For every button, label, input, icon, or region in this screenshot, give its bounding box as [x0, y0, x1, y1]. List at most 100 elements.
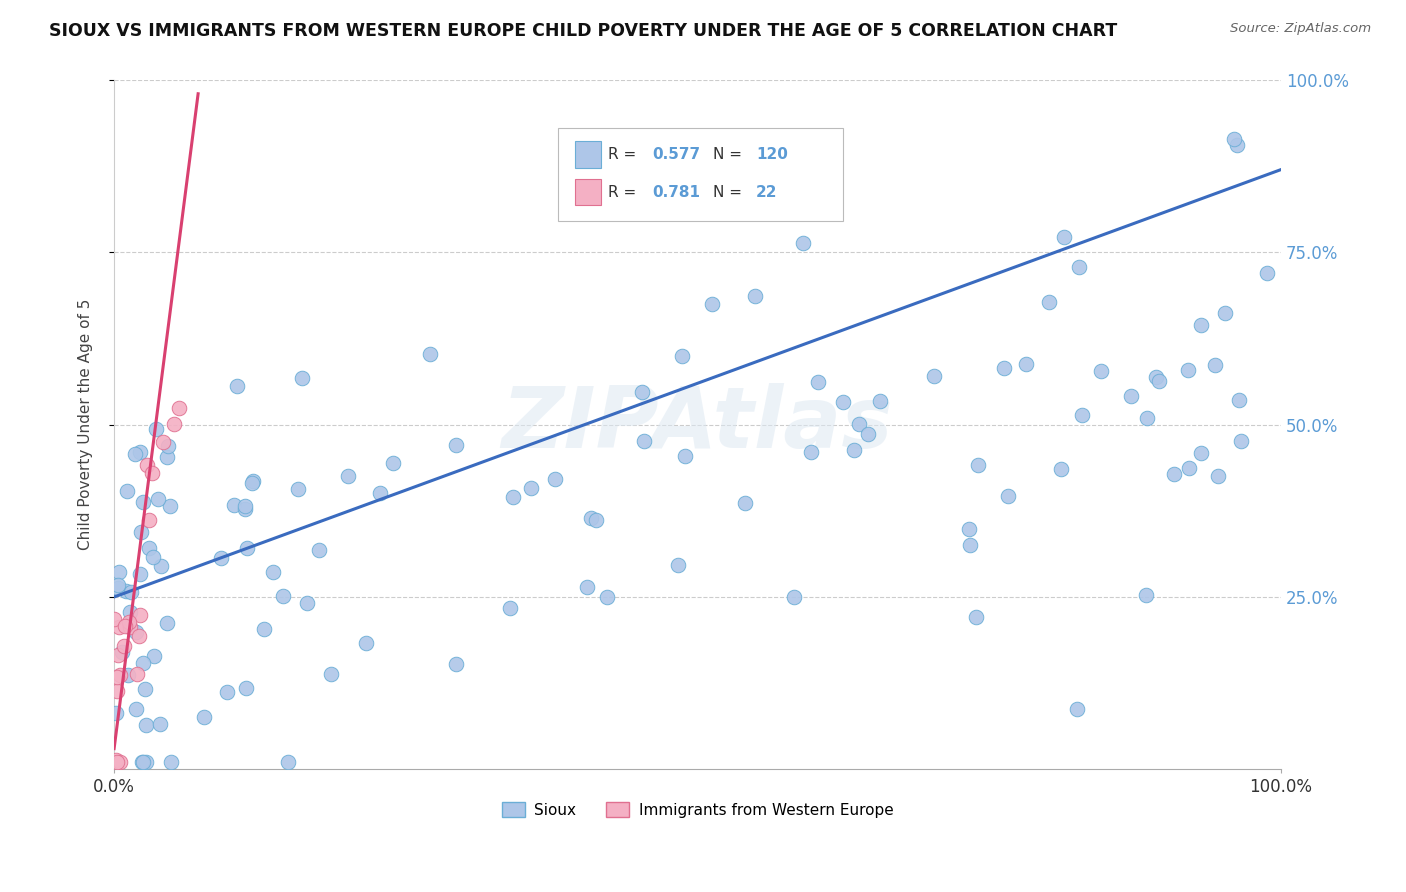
Point — [117, 668, 139, 682]
Point — [105, 670, 128, 684]
Point — [146, 491, 169, 506]
Text: 0.781: 0.781 — [652, 185, 700, 200]
Point — [163, 417, 186, 432]
Point — [1090, 364, 1112, 378]
Point — [520, 481, 543, 495]
Y-axis label: Child Poverty Under the Age of 5: Child Poverty Under the Age of 5 — [79, 299, 93, 550]
Point — [1136, 411, 1159, 425]
Point — [138, 513, 160, 527]
Point — [156, 450, 179, 465]
Point — [131, 525, 153, 540]
Point — [831, 394, 853, 409]
Point — [744, 289, 766, 303]
Point — [666, 558, 689, 573]
Point — [1227, 392, 1250, 407]
Point — [319, 667, 342, 681]
Point — [997, 489, 1019, 503]
Point — [276, 756, 298, 770]
Point — [112, 639, 135, 653]
Point — [631, 385, 654, 400]
Point — [1213, 306, 1236, 320]
Text: 120: 120 — [756, 147, 787, 162]
Point — [224, 498, 246, 512]
Point — [145, 422, 167, 436]
Point — [419, 347, 441, 361]
Point — [959, 538, 981, 552]
Point — [242, 474, 264, 488]
Point — [120, 584, 142, 599]
Point — [585, 513, 607, 527]
FancyBboxPatch shape — [575, 141, 600, 168]
Point — [111, 645, 134, 659]
Point — [134, 682, 156, 697]
Point — [1135, 588, 1157, 602]
Point — [149, 717, 172, 731]
Point — [129, 566, 152, 581]
Point — [700, 296, 723, 310]
Point — [633, 434, 655, 448]
Point — [236, 541, 259, 556]
Text: 0.577: 0.577 — [652, 147, 700, 162]
Point — [444, 657, 467, 672]
Point — [1015, 357, 1038, 371]
Point — [1144, 370, 1167, 384]
Point — [193, 710, 215, 724]
Point — [792, 235, 814, 250]
Point — [1049, 462, 1071, 476]
Point — [734, 496, 756, 510]
Point — [844, 442, 866, 457]
Point — [235, 681, 257, 696]
Point — [1206, 469, 1229, 483]
FancyBboxPatch shape — [575, 179, 600, 205]
Point — [104, 706, 127, 720]
Point — [129, 607, 152, 622]
Point — [807, 376, 830, 390]
Point — [114, 619, 136, 633]
Point — [136, 458, 159, 472]
Point — [159, 499, 181, 513]
Point — [160, 756, 183, 770]
Point — [1038, 295, 1060, 310]
Point — [118, 605, 141, 619]
Point — [142, 550, 165, 565]
Point — [848, 417, 870, 431]
Point — [1119, 389, 1142, 403]
Point — [1067, 260, 1090, 274]
Point — [142, 648, 165, 663]
Point — [575, 580, 598, 594]
Point — [128, 629, 150, 643]
Point — [354, 636, 377, 650]
Point — [957, 522, 980, 536]
Point — [1189, 318, 1212, 332]
Point — [965, 609, 987, 624]
Point — [579, 511, 602, 525]
Point — [1177, 363, 1199, 377]
Point — [107, 578, 129, 592]
Point — [107, 684, 129, 698]
Point — [124, 447, 146, 461]
Point — [596, 590, 619, 604]
Point — [291, 371, 314, 385]
Point — [993, 361, 1015, 376]
Point — [217, 684, 239, 698]
Point — [262, 565, 284, 579]
Point — [287, 482, 309, 496]
Point — [104, 753, 127, 767]
Point — [125, 702, 148, 716]
Point — [502, 490, 524, 504]
Point — [135, 756, 157, 770]
Text: ZIPAtlas: ZIPAtlas — [502, 384, 893, 467]
Point — [132, 656, 155, 670]
Point — [240, 476, 263, 491]
Point — [103, 612, 125, 626]
Point — [1230, 434, 1253, 449]
Point — [125, 667, 148, 681]
Point — [152, 435, 174, 450]
Point — [308, 543, 330, 558]
Point — [498, 601, 520, 615]
Point — [156, 616, 179, 631]
Text: SIOUX VS IMMIGRANTS FROM WESTERN EUROPE CHILD POVERTY UNDER THE AGE OF 5 CORRELA: SIOUX VS IMMIGRANTS FROM WESTERN EUROPE … — [49, 22, 1118, 40]
Text: N =: N = — [713, 185, 747, 200]
Point — [336, 469, 359, 483]
Legend: Sioux, Immigrants from Western Europe: Sioux, Immigrants from Western Europe — [496, 796, 900, 823]
